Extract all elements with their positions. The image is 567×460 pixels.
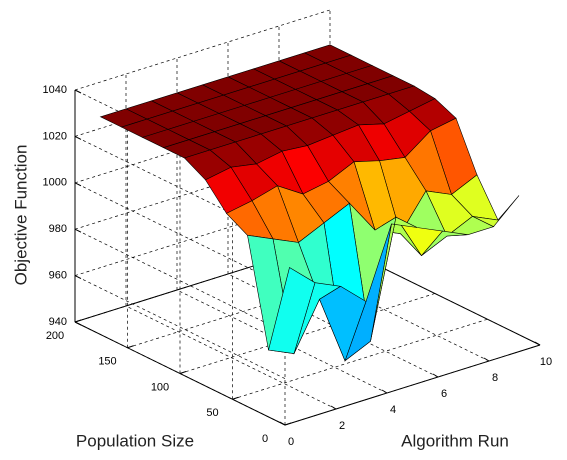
y-tick-label: 100 (151, 381, 169, 393)
tick-mark (74, 275, 82, 280)
tick-mark (74, 228, 82, 233)
tick-mark (330, 405, 337, 410)
grid-line (74, 275, 286, 379)
grid-line (179, 293, 436, 374)
x-tick-label: 0 (288, 436, 294, 448)
x-tick-label: 8 (492, 372, 498, 384)
x-tick-label: 4 (390, 404, 396, 416)
tick-mark (232, 396, 239, 400)
grid-line (232, 318, 488, 400)
z-tick-label: 960 (49, 270, 67, 282)
axis-line (284, 344, 541, 426)
tick-mark (381, 389, 388, 394)
tick-mark (74, 89, 82, 94)
grid-line (125, 305, 337, 410)
tick-mark (483, 357, 490, 362)
y-tick-label: 200 (46, 330, 64, 342)
y-tick-label: 50 (206, 407, 218, 419)
z-tick-label: 1040 (43, 84, 67, 96)
z-tick-label: 940 (49, 316, 67, 328)
z-axis-title: Objective Function (11, 145, 30, 286)
y-tick-label: 0 (262, 433, 268, 445)
y-tick-label: 150 (98, 356, 116, 368)
z-tick-label: 980 (49, 223, 67, 235)
z-tick-label: 1020 (43, 130, 67, 142)
grid-line (74, 9, 331, 91)
x-tick-label: 6 (441, 388, 447, 400)
x-tick-label: 2 (339, 420, 345, 432)
x-axis-title: Algorithm Run (401, 431, 509, 450)
surface-patch (268, 267, 316, 354)
y-axis-title: Population Size (76, 431, 194, 450)
axis-line (74, 321, 286, 426)
x-tick-label: 10 (540, 356, 552, 368)
tick-mark (74, 182, 82, 187)
tick-mark (127, 345, 134, 349)
tick-mark (179, 371, 187, 374)
tick-mark (432, 373, 439, 378)
tick-mark (74, 135, 82, 140)
z-tick-label: 1000 (43, 177, 67, 189)
